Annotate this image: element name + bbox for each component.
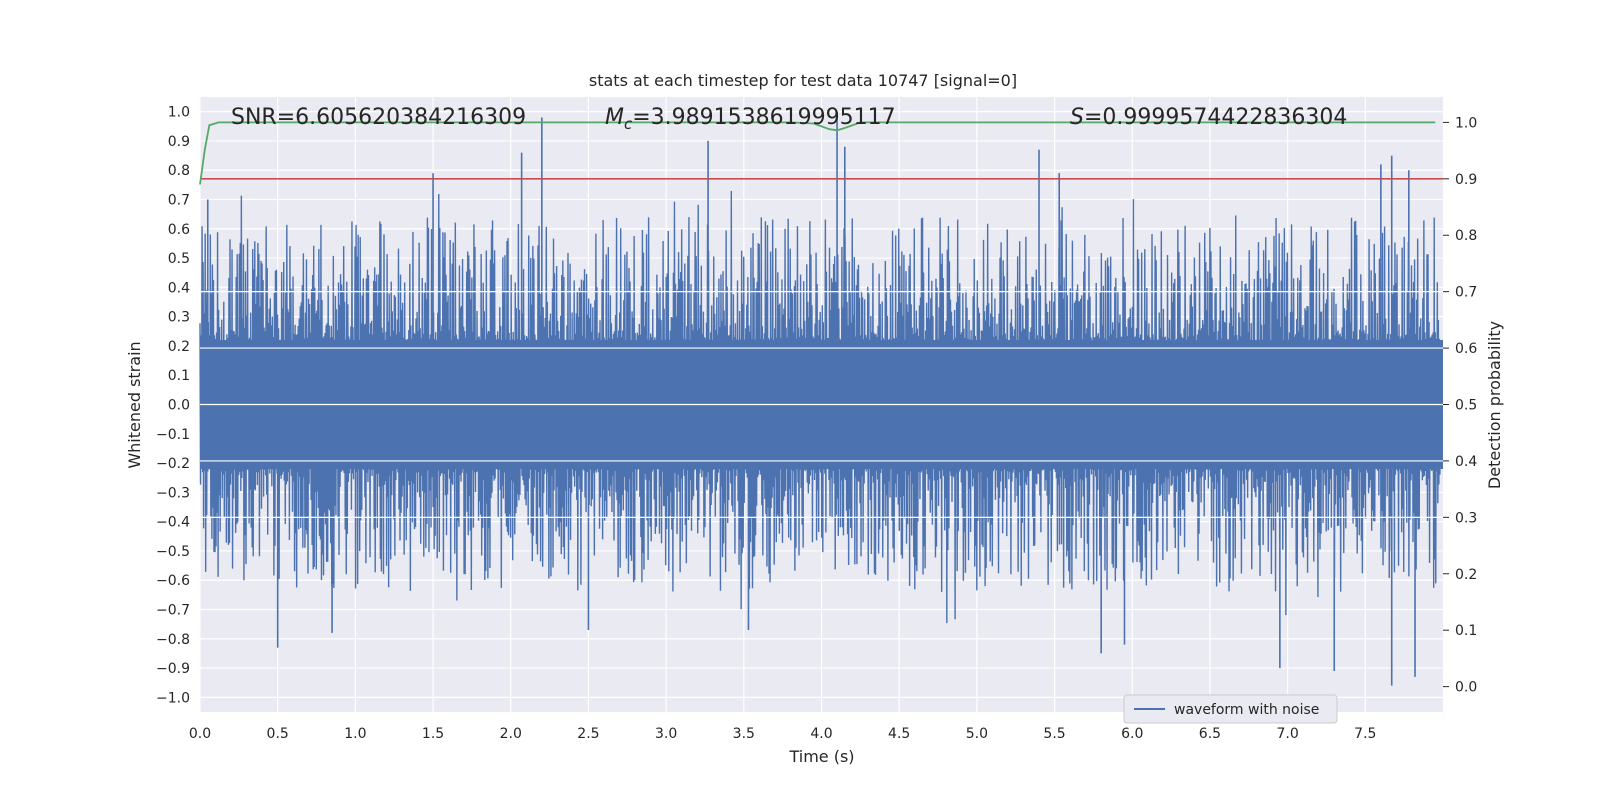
x-tick-label-3: 1.5 <box>422 726 444 742</box>
right-tick-label-7: 0.3 <box>1455 510 1477 526</box>
legend-label: waveform with noise <box>1174 702 1319 718</box>
y-axis-label: Whitened strain <box>125 341 144 468</box>
x-tick-label-0: 0.0 <box>189 726 211 742</box>
y-tick-label-12: −0.2 <box>156 456 190 472</box>
x-tick-label-2: 1.0 <box>344 726 366 742</box>
x-tick-label-5: 2.5 <box>577 726 599 742</box>
y-tick-label-5: 0.5 <box>168 251 190 267</box>
y-tick-label-3: 0.7 <box>168 193 190 209</box>
legend: waveform with noise <box>1123 694 1338 724</box>
detection-probability-line <box>199 121 1436 185</box>
x-axis-ticks: 0.0 0.5 1.0 1.5 2.0 2.5 3.0 3.5 4.0 4.5 5.0 5.5 6.0 6… <box>189 726 1377 742</box>
legend-box <box>1123 694 1338 724</box>
x-tick-label-7: 3.5 <box>733 726 755 742</box>
chirp-mass-annotation: Mc=3.9891538619995117 <box>605 105 896 133</box>
y-tick-label-9: 0.1 <box>168 368 190 384</box>
right-tick-label-9: 0.1 <box>1455 623 1477 639</box>
y-tick-label-19: −0.9 <box>156 661 190 677</box>
overlay-lines <box>199 121 1443 185</box>
right-y-axis-label: Detection probability <box>1485 321 1504 489</box>
x-tick-label-14: 7.0 <box>1276 726 1298 742</box>
x-tick-label-15: 7.5 <box>1354 726 1376 742</box>
y-axis-ticks: 1.0 0.9 0.8 0.7 0.6 0.5 0.4 0.3 0.2 0.1 0.0 −0.1 −0.… <box>156 105 190 707</box>
right-axis-ticks: 1.0 0.9 0.8 0.7 0.6 0.5 0.4 0.3 0.2 0.1 0.0 <box>1443 115 1477 696</box>
chirp-mass-value: =3.9891538619995117 <box>632 105 895 130</box>
y-tick-label-2: 0.8 <box>168 163 190 179</box>
y-tick-label-10: 0.0 <box>168 398 190 414</box>
y-tick-label-8: 0.2 <box>168 339 190 355</box>
y-tick-label-11: −0.1 <box>156 427 190 443</box>
x-tick-label-8: 4.0 <box>810 726 832 742</box>
y-tick-label-16: −0.6 <box>156 573 190 589</box>
right-tick-label-1: 0.9 <box>1455 172 1477 188</box>
x-axis-label: Time (s) <box>788 747 854 766</box>
y-tick-label-7: 0.3 <box>168 310 190 326</box>
y-tick-label-18: −0.8 <box>156 632 190 648</box>
y-tick-label-17: −0.7 <box>156 603 190 619</box>
right-tick-label-8: 0.2 <box>1455 567 1477 583</box>
right-tick-label-2: 0.8 <box>1455 228 1477 244</box>
right-tick-label-4: 0.6 <box>1455 341 1477 357</box>
y-tick-label-4: 0.6 <box>168 222 190 238</box>
y-tick-label-1: 0.9 <box>168 134 190 150</box>
s-value: =0.9999574422836304 <box>1084 105 1347 130</box>
x-tick-label-12: 6.0 <box>1121 726 1143 742</box>
right-tick-label-3: 0.7 <box>1455 285 1477 301</box>
x-tick-label-9: 4.5 <box>888 726 910 742</box>
chirp-mass-subscript: c <box>624 115 633 133</box>
y-tick-label-20: −1.0 <box>156 690 190 706</box>
chart-title: stats at each timestep for test data 107… <box>589 71 1017 90</box>
x-tick-label-4: 2.0 <box>500 726 522 742</box>
waveform-series <box>199 111 1443 686</box>
right-tick-label-10: 0.0 <box>1455 680 1477 696</box>
y-tick-label-0: 1.0 <box>168 105 190 121</box>
y-tick-label-14: −0.4 <box>156 515 190 531</box>
right-tick-label-5: 0.5 <box>1455 398 1477 414</box>
chirp-mass-symbol: M <box>605 105 624 130</box>
y-tick-label-13: −0.3 <box>156 485 190 501</box>
y-tick-label-6: 0.4 <box>168 280 190 296</box>
y-tick-label-15: −0.5 <box>156 544 190 560</box>
x-tick-label-13: 6.5 <box>1199 726 1221 742</box>
x-tick-label-11: 5.5 <box>1043 726 1065 742</box>
s-annotation: S=0.9999574422836304 <box>1070 105 1347 130</box>
right-tick-label-0: 1.0 <box>1455 115 1477 131</box>
s-symbol: S <box>1070 105 1084 130</box>
x-tick-label-1: 0.5 <box>267 726 289 742</box>
right-tick-label-6: 0.4 <box>1455 454 1477 470</box>
snr-annotation: SNR=6.605620384216309 <box>231 105 526 130</box>
x-tick-label-10: 5.0 <box>966 726 988 742</box>
x-tick-label-6: 3.0 <box>655 726 677 742</box>
